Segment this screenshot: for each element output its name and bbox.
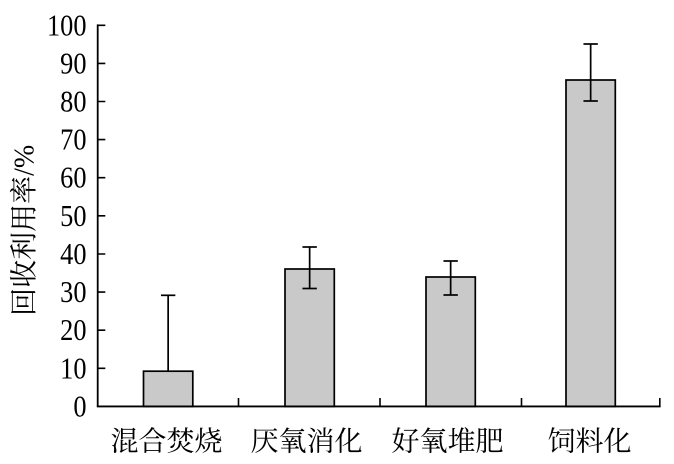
svg-text:/%: /%: [10, 145, 41, 176]
svg-text:10: 10: [60, 351, 86, 385]
svg-text:100: 100: [47, 8, 86, 42]
svg-text:30: 30: [60, 275, 86, 309]
svg-text:60: 60: [60, 161, 86, 195]
svg-text:0: 0: [73, 389, 86, 423]
svg-text:70: 70: [60, 123, 86, 157]
svg-text:80: 80: [60, 85, 86, 119]
svg-text:50: 50: [60, 199, 86, 233]
svg-text:40: 40: [60, 237, 86, 271]
svg-text:90: 90: [60, 46, 86, 80]
svg-text:20: 20: [60, 313, 86, 347]
